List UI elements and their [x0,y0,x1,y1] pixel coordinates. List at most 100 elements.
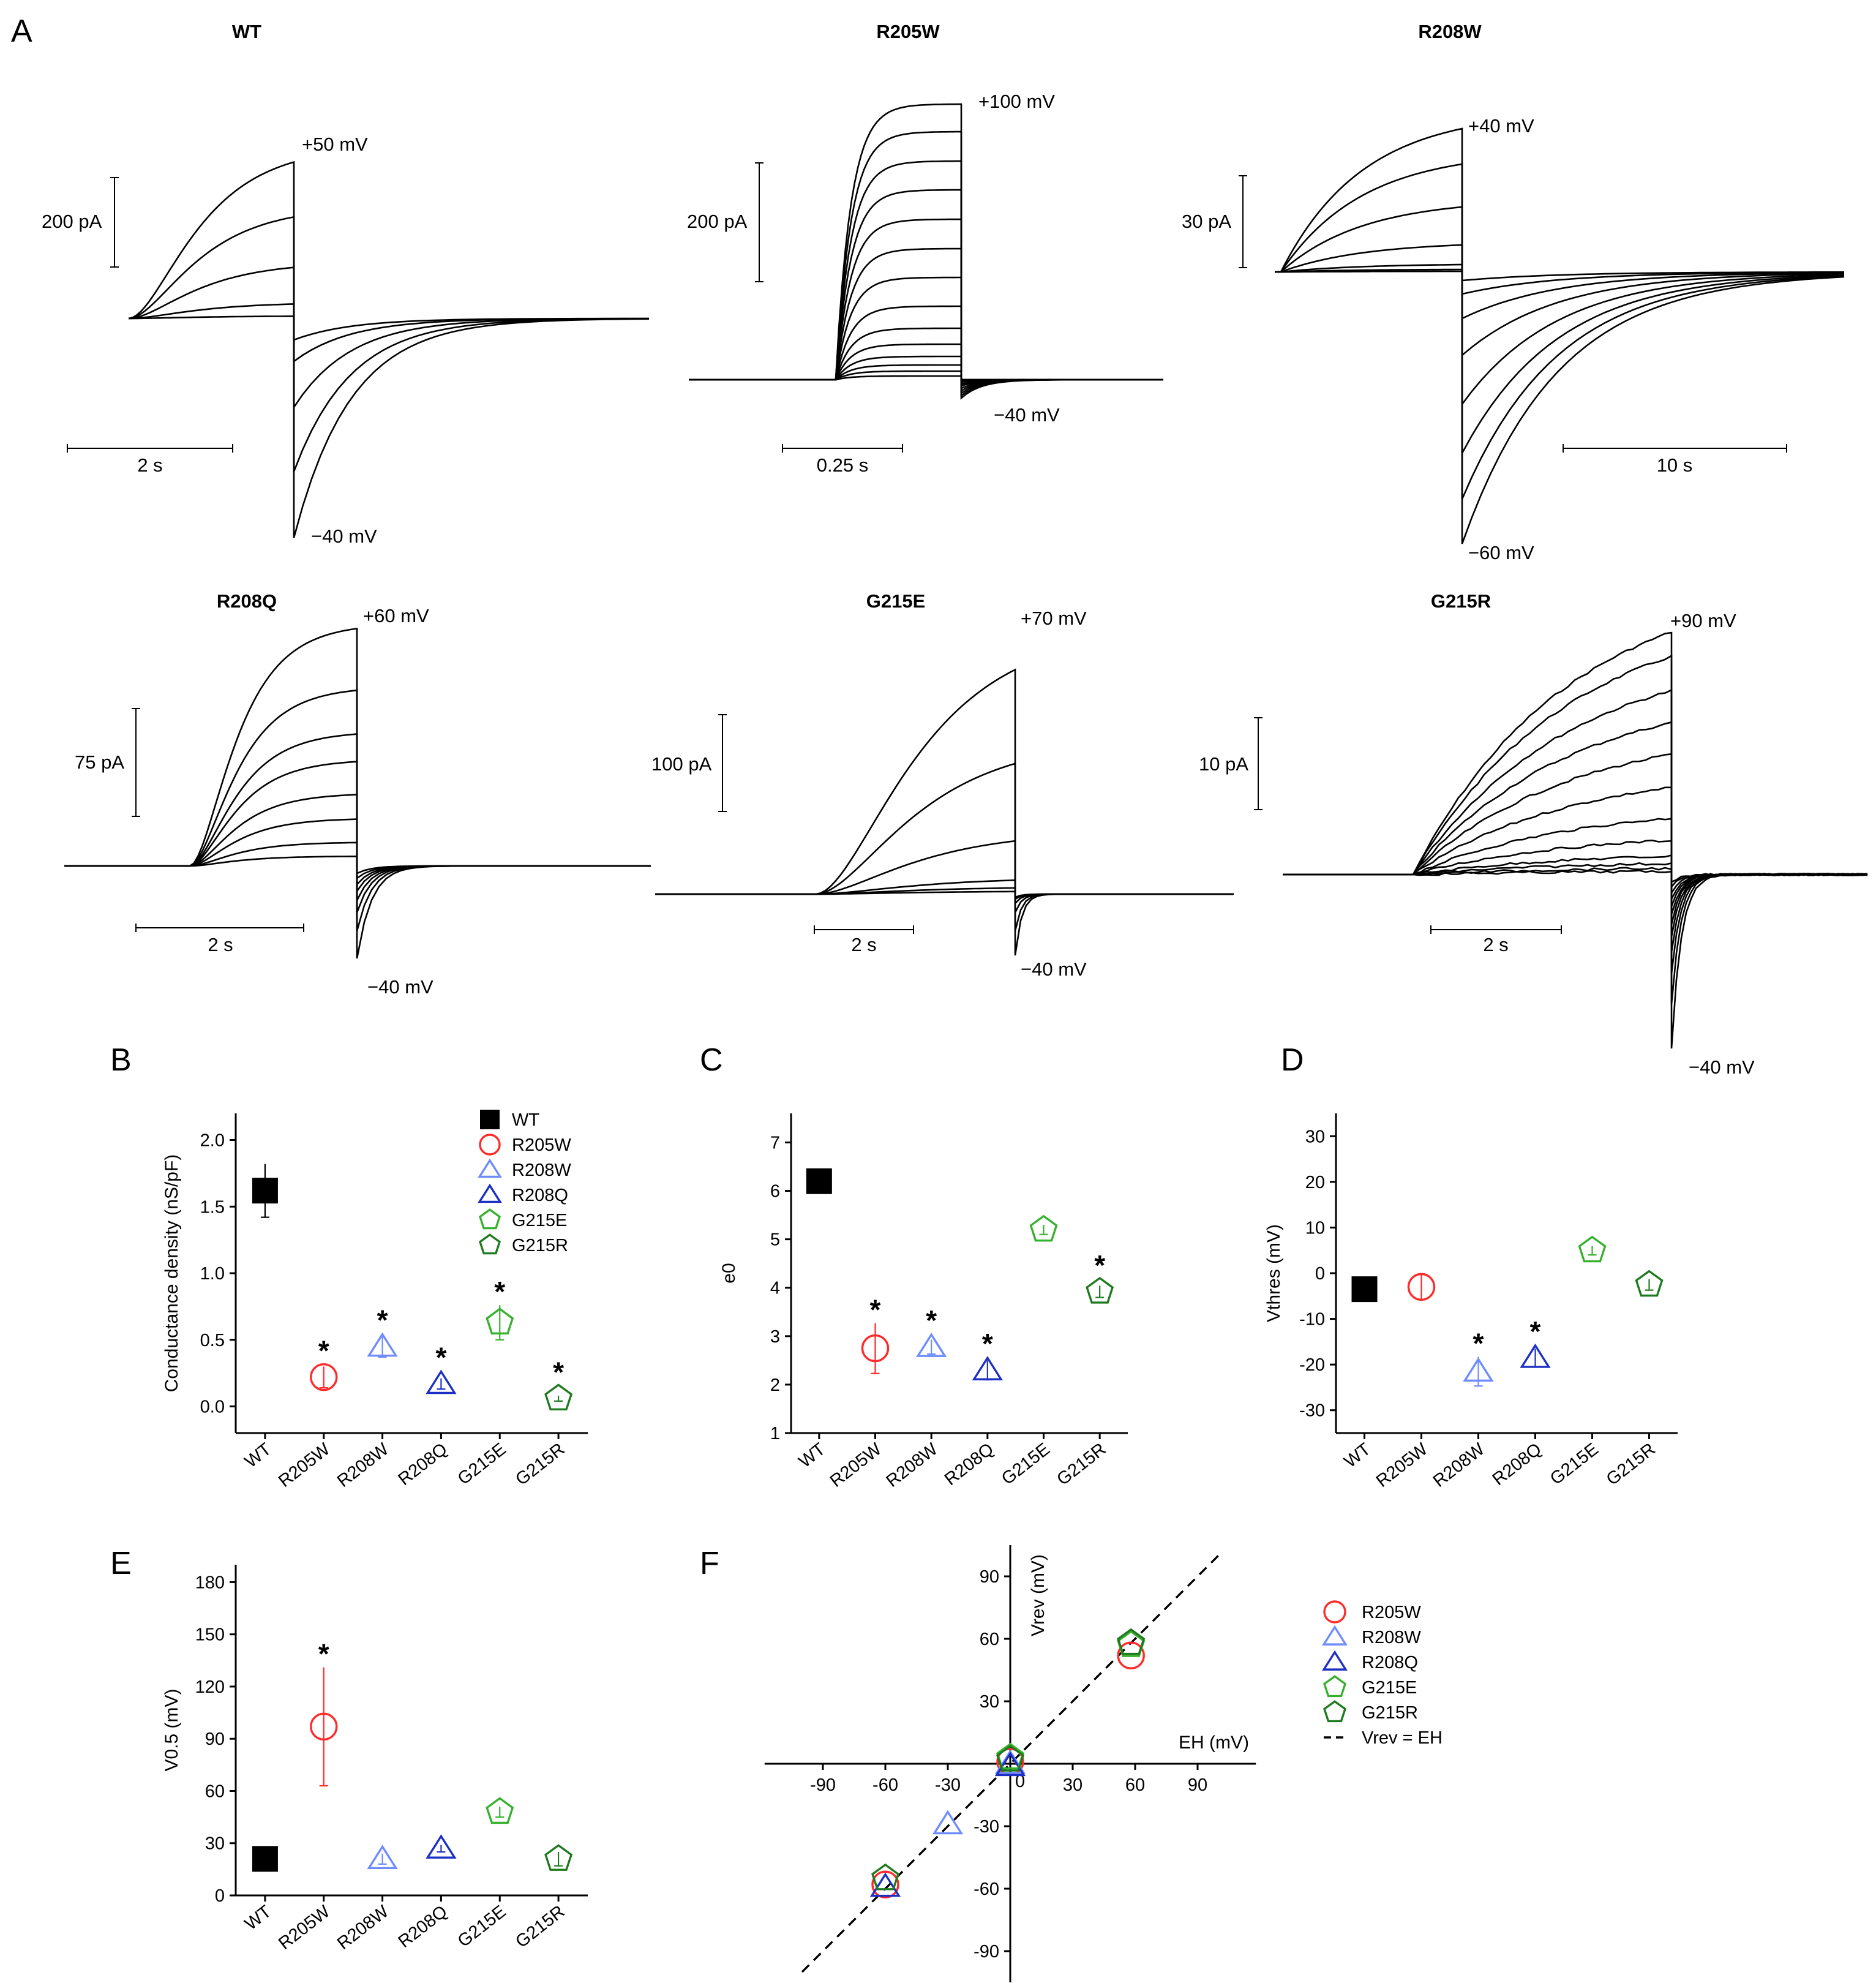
voltage-label-top-r205w: +100 mV [978,91,1055,112]
legend-marker-r208q [478,1183,502,1203]
x-tick-label: WT [1341,1439,1375,1472]
current-trace [1283,753,1868,938]
data-point-wt [252,1846,278,1872]
y-tick-label: 2.0 [200,1131,225,1151]
x-tick-label: 90 [1188,1775,1207,1795]
voltage-label-bottom-g215r: −40 mV [1689,1056,1755,1078]
data-point-g215r [1117,1628,1146,1655]
legend-marker-r205w [479,1134,501,1156]
legend-label: G215R [1362,1703,1418,1723]
data-point-r208q [869,1872,901,1897]
x-tick-label: G215E [454,1902,510,1951]
x-tick-label: R208W [334,1439,392,1491]
x-tick-label: R208Q [1489,1439,1545,1489]
trace-title-r205w: R205W [876,21,940,42]
panel-letter: F [700,1546,719,1581]
current-trace [1283,869,1868,883]
x-tick-label: G215E [454,1439,510,1489]
voltage-label-bottom-r205w: −40 mV [994,404,1060,426]
scale-label-current-r208q: 75 pA [75,751,124,773]
current-trace [655,762,1234,931]
voltage-label-top-g215e: +70 mV [1021,608,1087,629]
x-tick-label: R205W [827,1439,885,1491]
y-tick-label: -10 [1299,1310,1325,1330]
current-trace [128,303,650,363]
voltage-label-bottom-r208w: −60 mV [1468,542,1534,563]
y-axis-label: Conductance density (nS/pF) [162,1154,182,1393]
data-point-wt [1351,1276,1378,1303]
y-tick-label: 4 [770,1279,780,1298]
current-traces-r208q [64,627,651,959]
current-trace [129,315,649,341]
current-trace [1275,270,1844,282]
legend-marker-g215e [1323,1675,1347,1698]
current-trace [1283,862,1868,896]
current-trace [128,160,650,538]
data-point-wt [806,1168,832,1194]
trace-title-wt: WT [232,21,261,42]
significance-star: * [1530,1315,1541,1347]
x-tick-label: 60 [1125,1775,1145,1795]
current-trace [1275,268,1845,320]
y-tick-label: -30 [974,1817,999,1837]
data-point-g215r [1086,1276,1114,1304]
y-tick-label: -30 [1299,1401,1325,1421]
x-tick-label: G215R [512,1902,568,1952]
significance-star: * [318,1638,329,1670]
scale-label-current-wt: 200 pA [42,211,102,232]
voltage-label-top-wt: +50 mV [302,134,368,155]
y-tick-label: 150 [195,1625,225,1645]
legend-label: G215E [512,1211,567,1230]
x-tick-label: R205W [1373,1439,1431,1491]
x-tick-label: G215R [1053,1439,1109,1489]
current-trace [689,103,1163,400]
trace-title-r208w: R208W [1418,21,1482,42]
legend-marker-g215e [479,1208,501,1230]
legend-label: R208Q [512,1186,568,1205]
data-point-g215r [871,1863,899,1891]
x-tick-label: -90 [810,1775,836,1795]
current-trace [1283,786,1867,925]
data-point-r205w [1407,1273,1436,1301]
x-tick-label: G215R [512,1439,568,1489]
legend-label: R208W [1362,1628,1421,1647]
trace-g215r: G215R 10 pA 2 s +90 mV −40 mV [1199,590,1868,1078]
x-tick-label: WT [241,1439,275,1472]
y-tick-label: -90 [974,1942,999,1962]
y-tick-label: 30 [980,1692,999,1712]
current-trace [64,855,651,875]
x-tick-label: -60 [872,1775,898,1795]
y-tick-label: 1.0 [200,1264,225,1284]
legend-label: R205W [1362,1603,1421,1622]
significance-star: * [553,1356,564,1388]
x-tick-label: R208Q [941,1439,997,1489]
data-point-g215e [1029,1214,1058,1242]
y-tick-label: 10 [1305,1218,1325,1238]
x-tick-label: R205W [275,1902,334,1954]
significance-star: * [1094,1249,1105,1281]
y-tick-label: 7 [770,1133,780,1153]
legend-marker-wt [480,1110,500,1129]
trace-title-g215e: G215E [866,590,926,612]
current-trace [689,343,1163,382]
data-point-r208w [916,1333,947,1357]
y-tick-label: 0.5 [200,1331,225,1350]
data-point-g215e [996,1742,1024,1770]
x-tick-label: G215E [1547,1439,1602,1489]
legend-marker-g215r [1323,1700,1347,1723]
y-axis-label: Vrev (mV) [1028,1554,1048,1636]
voltage-label-bottom-wt: −40 mV [311,525,377,547]
y-axis-label: V0.5 (mV) [162,1688,182,1771]
current-trace [1275,163,1845,500]
legend-marker-r208q [1322,1650,1348,1671]
scale-label-time-r205w: 0.25 s [817,454,868,476]
x-tick-label: G215R [1603,1439,1659,1489]
scale-label-current-r205w: 200 pA [687,211,748,232]
data-point-r208q [994,1752,1026,1777]
y-tick-label: 180 [195,1573,225,1592]
y-tick-label: 0.0 [200,1398,225,1417]
trace-r208w: R208W 30 pA 10 s +40 mV −60 mV [1182,21,1845,563]
current-trace [1283,721,1868,953]
current-trace [1283,818,1868,915]
current-trace [689,327,1163,382]
